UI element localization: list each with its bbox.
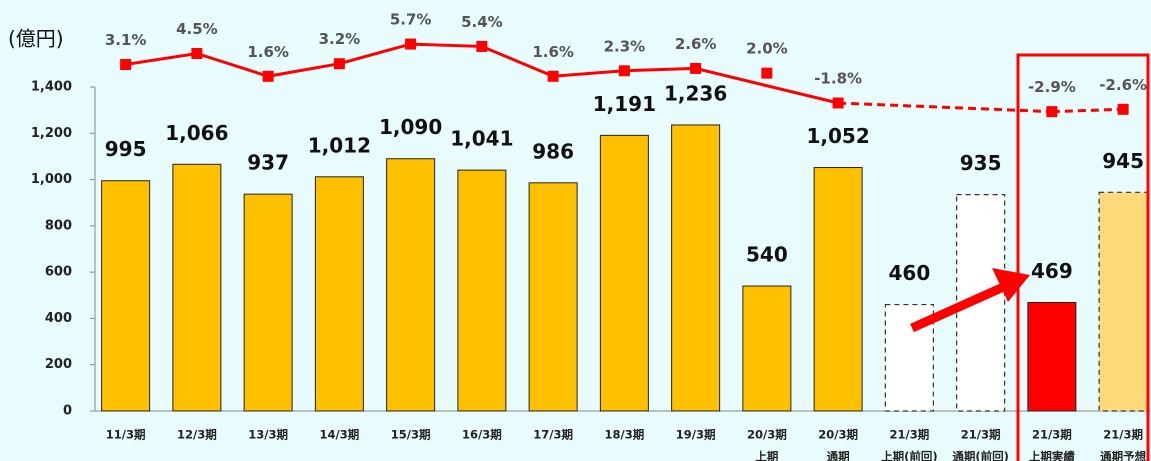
growth-marker	[690, 62, 702, 74]
x-tick-label: 11/3期	[106, 428, 146, 442]
arrow-head	[992, 268, 1030, 302]
growth-marker	[405, 38, 417, 50]
bar	[172, 163, 222, 412]
bar-value-label: 1,191	[593, 92, 656, 116]
growth-marker	[1117, 103, 1129, 115]
bar-value-label: 1,012	[308, 133, 371, 157]
growth-marker	[191, 48, 203, 59]
x-tick-label: 16/3期	[462, 428, 502, 442]
x-tick-label: 上期(前回)	[881, 450, 938, 461]
x-tick-label: 通期予想	[1100, 450, 1146, 461]
growth-label: -1.8%	[814, 70, 862, 88]
x-tick-label: 17/3期	[533, 428, 573, 442]
growth-label: -2.9%	[1028, 78, 1076, 96]
bar-value-label: 995	[105, 137, 147, 161]
growth-marker	[547, 70, 559, 82]
growth-marker	[120, 59, 132, 70]
bar	[813, 167, 863, 412]
growth-marker	[618, 65, 630, 77]
x-tick-label: 上期実績	[1029, 450, 1075, 461]
bar-value-label: 1,236	[664, 81, 727, 105]
growth-label: 2.0%	[746, 40, 788, 58]
growth-label: 5.7%	[390, 11, 432, 29]
growth-marker	[1046, 106, 1058, 118]
x-tick-label: 12/3期	[177, 428, 217, 442]
unit-label: (億円)	[8, 27, 64, 51]
bar-value-label: 460	[889, 261, 931, 285]
bar-value-label: 1,041	[450, 127, 513, 151]
growth-label: 5.4%	[461, 13, 503, 31]
growth-label: 2.6%	[675, 35, 717, 53]
growth-label: -2.6%	[1099, 76, 1147, 94]
y-tick-label: 1,200	[31, 126, 72, 141]
bar-value-label: 935	[960, 151, 1002, 175]
y-tick-label: 1,400	[31, 80, 72, 95]
connector	[838, 101, 1052, 114]
highlight-frame	[1016, 53, 1150, 461]
x-tick-label: 上期	[755, 450, 778, 461]
bar-value-label: 1,090	[379, 115, 442, 139]
growth-marker	[761, 67, 773, 79]
growth-marker	[476, 40, 488, 52]
x-tick-label: 20/3期	[747, 428, 787, 442]
x-tick-label: 通期(前回)	[952, 450, 1009, 461]
growth-marker	[333, 58, 345, 70]
y-tick-label: 200	[45, 357, 72, 372]
growth-label: 4.5%	[176, 20, 218, 38]
bar	[243, 193, 293, 412]
x-tick-label: 19/3期	[676, 428, 716, 442]
bar-value-label: 469	[1031, 259, 1073, 283]
bar	[742, 285, 792, 412]
growth-label: 2.3%	[604, 37, 646, 55]
bar-value-label: 540	[746, 243, 788, 267]
y-tick-label: 800	[45, 218, 72, 233]
y-tick-label: 400	[45, 311, 72, 326]
x-tick-label: 15/3期	[391, 428, 431, 442]
bar	[1098, 191, 1148, 412]
bar-value-label: 986	[532, 139, 574, 163]
growth-label: 1.6%	[247, 43, 289, 61]
growth-marker	[832, 97, 844, 109]
bar-value-label: 1,052	[806, 124, 869, 148]
y-tick-label: 0	[63, 404, 72, 419]
arrow-shaft	[910, 279, 1012, 333]
bar-value-label: 1,066	[165, 121, 228, 145]
x-tick-label: 21/3期	[1032, 428, 1072, 442]
growth-label: 3.1%	[105, 31, 147, 49]
bar	[528, 182, 578, 412]
growth-label: 1.6%	[532, 43, 574, 61]
bar-value-label: 945	[1102, 149, 1144, 173]
x-tick-label: 20/3期	[818, 428, 858, 442]
growth-label: 3.2%	[319, 30, 361, 48]
y-tick-label: 1,000	[31, 172, 72, 187]
x-tick-label: 13/3期	[248, 428, 288, 442]
growth-line	[1051, 107, 1124, 114]
y-tick-label: 600	[45, 265, 72, 280]
x-tick-label: 14/3期	[320, 428, 360, 442]
bar	[386, 158, 436, 412]
bar	[457, 169, 507, 412]
bar	[101, 180, 151, 412]
bar	[314, 176, 364, 412]
growth-marker	[262, 70, 274, 82]
bar	[1027, 301, 1077, 412]
growth-line	[125, 42, 839, 105]
x-tick-label: 21/3期	[890, 428, 930, 442]
x-tick-label: 21/3期	[961, 428, 1001, 442]
bar	[599, 134, 649, 412]
x-tick-label: 21/3期	[1103, 428, 1143, 442]
bar-value-label: 937	[247, 151, 289, 175]
x-tick-label: 通期	[827, 450, 850, 461]
x-tick-label: 18/3期	[605, 428, 645, 442]
bar	[671, 124, 721, 412]
